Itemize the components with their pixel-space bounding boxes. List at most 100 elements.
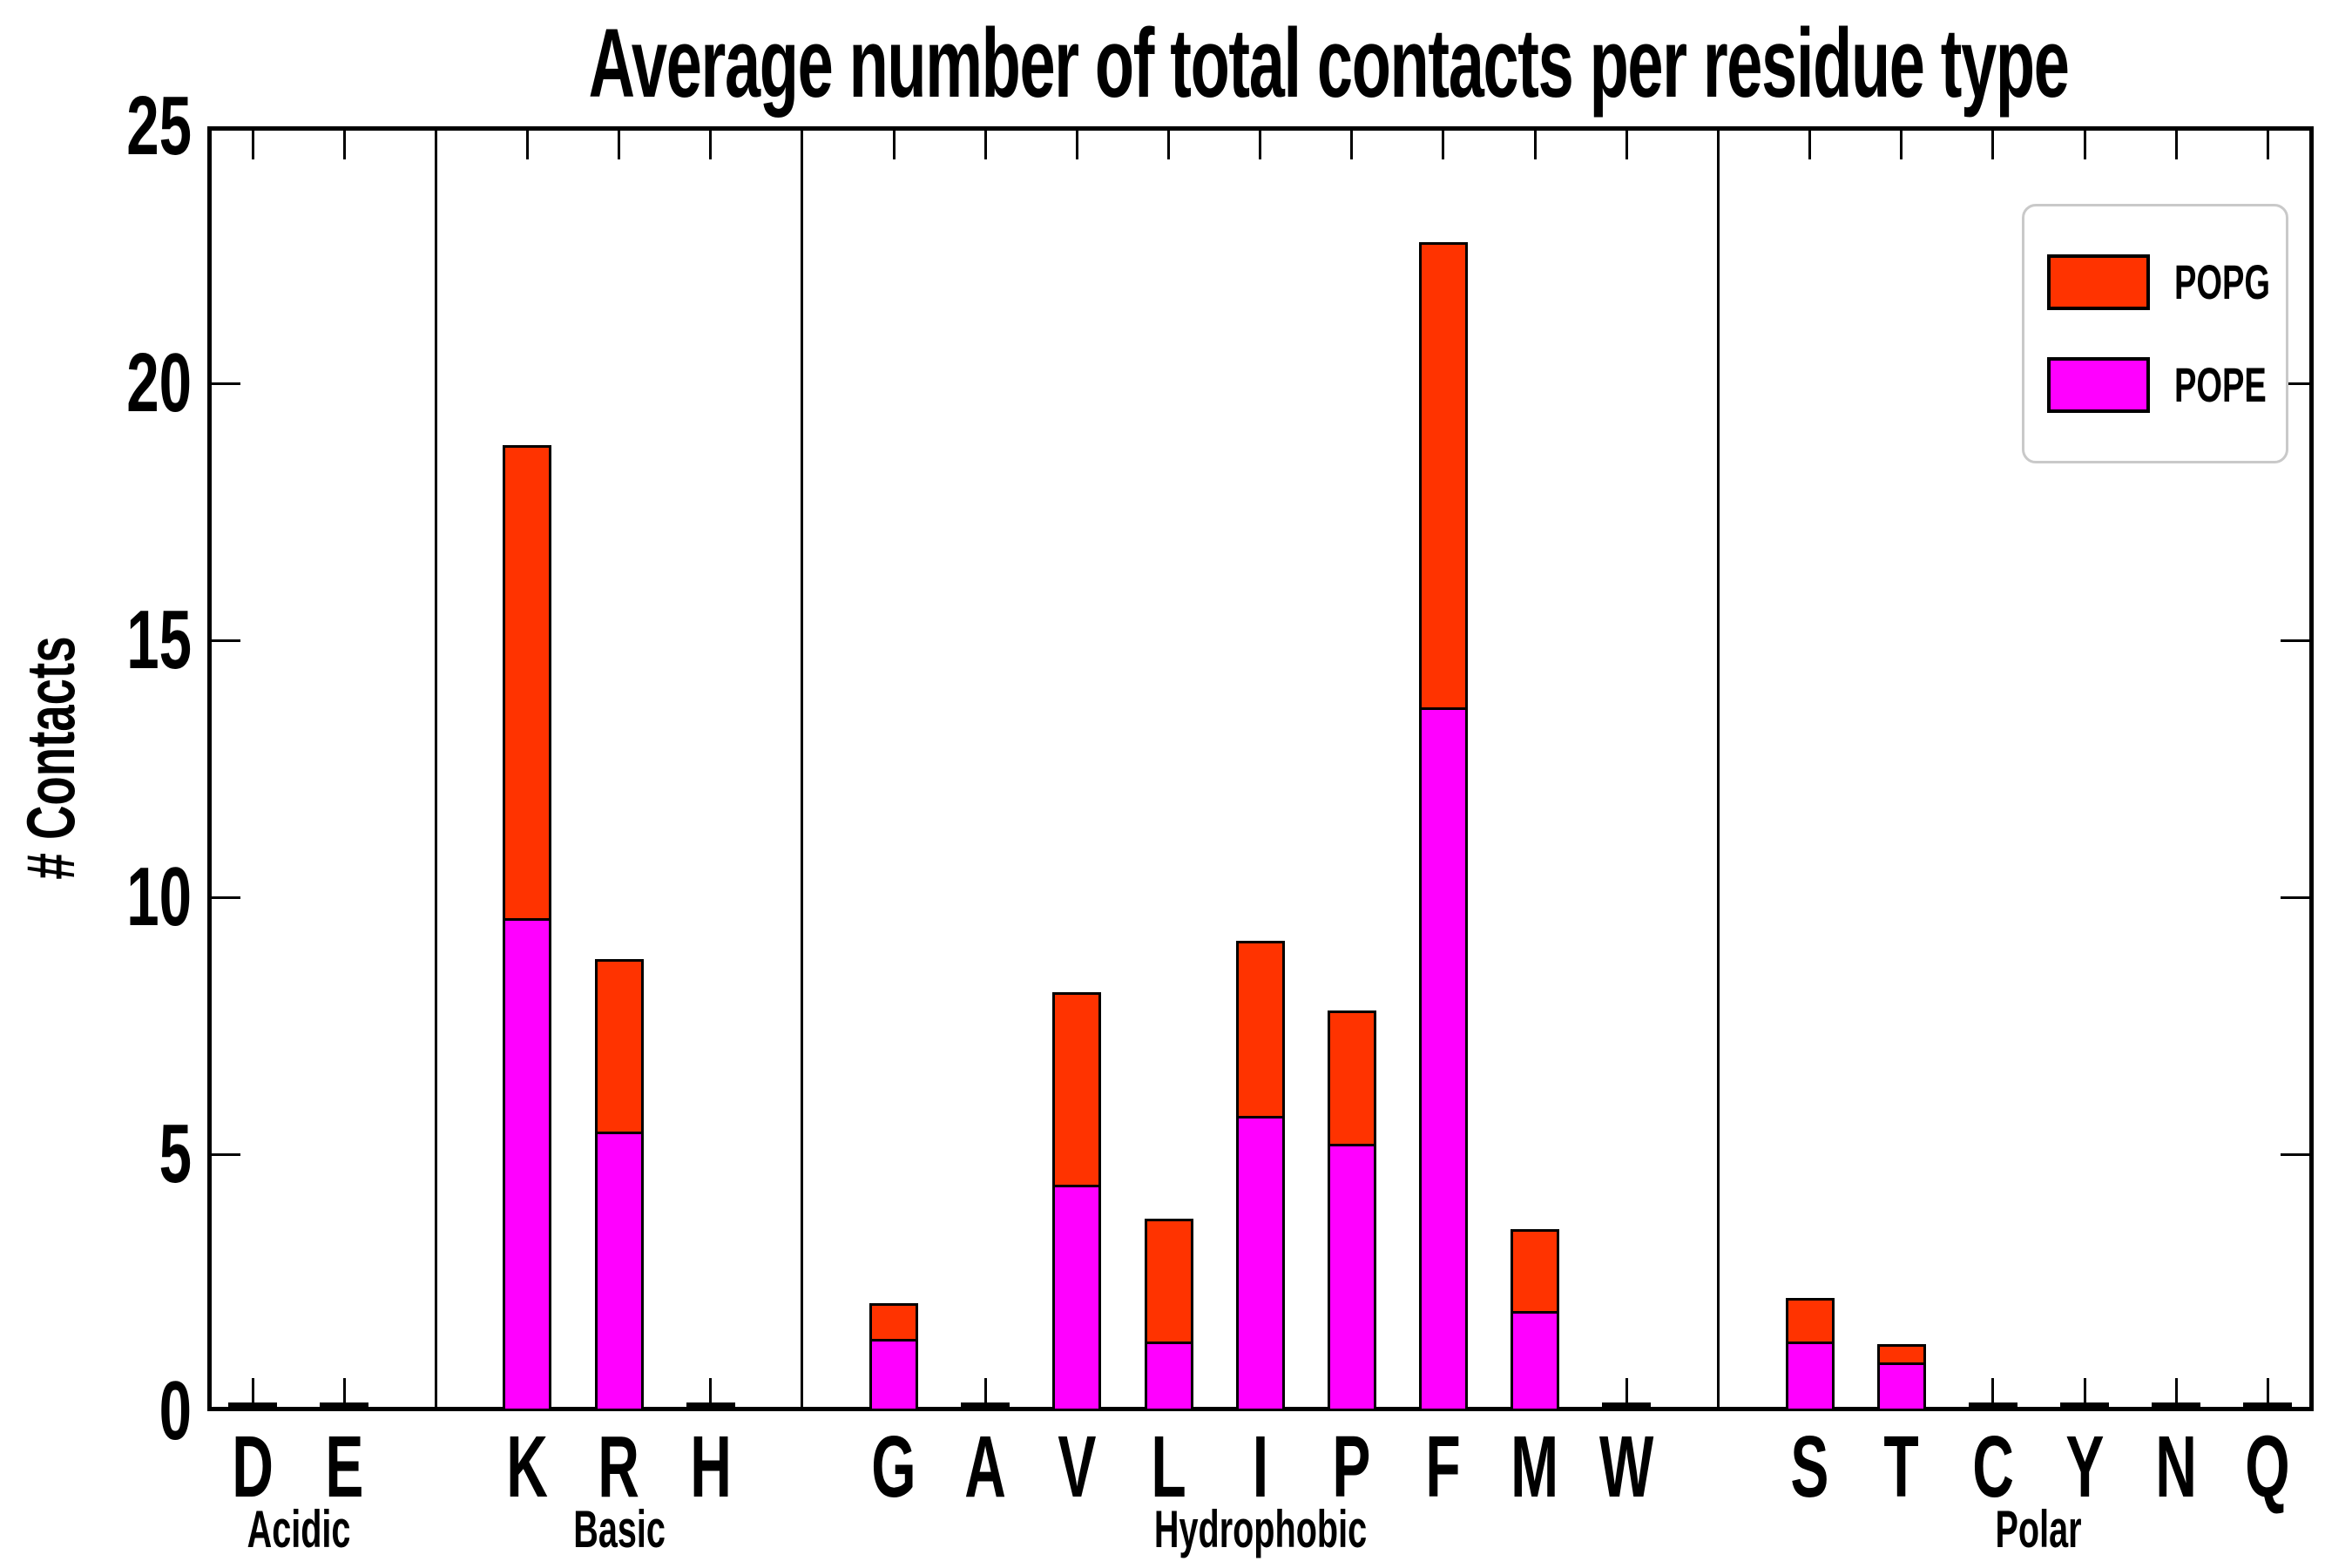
bar-E-zero <box>320 1402 369 1407</box>
y-tick-label-10: 10 <box>126 850 192 943</box>
y-tick-label-20: 20 <box>126 336 192 429</box>
y-tick-left-10 <box>212 896 240 899</box>
x-tick-top-M <box>1533 131 1537 159</box>
x-tick-label-M: M <box>1474 1423 1596 1511</box>
x-tick-label-F: F <box>1382 1423 1504 1511</box>
residue-letter-G: G <box>871 1418 916 1516</box>
x-tick-top-T <box>1900 131 1903 159</box>
bar-R-pope <box>594 958 644 1411</box>
x-tick-top-E <box>342 131 346 159</box>
bar-I-popg <box>1235 941 1285 1119</box>
x-tick-top-R <box>618 131 621 159</box>
x-tick-top-F <box>1442 131 1445 159</box>
x-tick-label-H: H <box>650 1423 772 1511</box>
residue-letter-E: E <box>325 1418 364 1516</box>
group-label-basic: Basic <box>358 1504 881 1556</box>
y-tick-right-5 <box>2281 1152 2309 1156</box>
y-tick-label-25: 25 <box>126 79 192 172</box>
group-label-hydrophobic: Hydrophobic <box>999 1504 1522 1556</box>
bar-M-popg <box>1511 1228 1560 1314</box>
x-tick-top-S <box>1808 131 1812 159</box>
legend-label-popg: POPG <box>2174 254 2271 309</box>
bar-I-pope <box>1235 941 1285 1411</box>
residue-letter-P: P <box>1332 1418 1371 1516</box>
bar-V-pope <box>1052 992 1102 1411</box>
residue-letter-Y: Y <box>2065 1418 2105 1516</box>
x-tick-top-L <box>1167 131 1170 159</box>
group-label-acidic: Acidic <box>37 1504 560 1556</box>
y-tick-label-15: 15 <box>126 593 192 686</box>
bar-D-zero <box>228 1402 277 1407</box>
residue-letter-F: F <box>1425 1418 1462 1516</box>
bar-G-pope <box>869 1303 919 1411</box>
group-divider-2 <box>1716 126 1720 1411</box>
residue-letter-R: R <box>598 1418 640 1516</box>
x-tick-bottom-W <box>1625 1378 1628 1407</box>
chart-title-text: Average number of total contacts per res… <box>588 9 2070 118</box>
residue-letter-H: H <box>689 1418 732 1516</box>
x-tick-bottom-N <box>2174 1378 2178 1407</box>
x-tick-top-H <box>709 131 713 159</box>
y-tick-left-20 <box>212 382 240 385</box>
residue-letter-Q: Q <box>2245 1418 2290 1516</box>
x-tick-label-K: K <box>466 1423 588 1511</box>
x-tick-top-G <box>892 131 896 159</box>
bar-H-zero <box>686 1402 735 1407</box>
x-tick-label-I: I <box>1200 1423 1321 1511</box>
x-tick-top-W <box>1625 131 1628 159</box>
bar-P-pope <box>1327 1010 1376 1411</box>
x-tick-label-P: P <box>1291 1423 1413 1511</box>
x-tick-label-Y: Y <box>2024 1423 2146 1511</box>
bar-W-zero <box>1602 1402 1652 1407</box>
bar-N-zero <box>2152 1402 2201 1407</box>
y-tick-left-15 <box>212 639 240 642</box>
residue-letter-K: K <box>506 1418 549 1516</box>
x-tick-label-Q: Q <box>2207 1423 2328 1511</box>
residue-letter-L: L <box>1151 1418 1186 1516</box>
bar-T-pope <box>1876 1344 1926 1411</box>
residue-letter-D: D <box>232 1418 274 1516</box>
bar-G-popg <box>869 1303 919 1342</box>
residue-letter-N: N <box>2155 1418 2197 1516</box>
x-tick-top-Q <box>2266 131 2269 159</box>
residue-letter-I: I <box>1252 1418 1268 1516</box>
y-tick-right-15 <box>2281 639 2309 642</box>
bar-L-pope <box>1144 1218 1193 1411</box>
group-label-text-hydrophobic: Hydrophobic <box>1153 1500 1367 1558</box>
popg-swatch-icon <box>2047 254 2150 310</box>
residue-letter-V: V <box>1058 1418 1097 1516</box>
residue-letter-M: M <box>1511 1418 1559 1516</box>
legend-item-popg: POPG <box>2047 254 2270 310</box>
bar-S-pope <box>1785 1298 1835 1411</box>
bar-L-popg <box>1144 1218 1193 1345</box>
x-tick-bottom-H <box>709 1378 713 1407</box>
x-tick-top-V <box>1075 131 1078 159</box>
x-tick-label-R: R <box>558 1423 680 1511</box>
y-tick-right-10 <box>2281 896 2309 899</box>
x-tick-label-T: T <box>1841 1423 1963 1511</box>
bar-Q-zero <box>2243 1402 2293 1407</box>
chart-title: Average number of total contacts per res… <box>207 7 2314 119</box>
group-divider-1 <box>801 126 804 1411</box>
bar-F-pope <box>1418 241 1468 1411</box>
x-tick-bottom-C <box>1991 1378 1995 1407</box>
bar-K-popg <box>503 444 552 921</box>
bar-V-popg <box>1052 992 1102 1188</box>
residue-letter-T: T <box>1883 1418 1919 1516</box>
residue-letter-C: C <box>1972 1418 2014 1516</box>
bar-F-popg <box>1418 241 1468 710</box>
y-tick-label-5: 5 <box>159 1107 192 1200</box>
bar-R-popg <box>594 958 644 1134</box>
x-tick-label-E: E <box>283 1423 405 1511</box>
x-tick-top-N <box>2174 131 2178 159</box>
x-tick-bottom-A <box>983 1378 987 1407</box>
x-tick-label-V: V <box>1016 1423 1138 1511</box>
x-tick-label-W: W <box>1565 1423 1687 1511</box>
residue-letter-A: A <box>964 1418 1007 1516</box>
x-tick-top-K <box>525 131 529 159</box>
x-tick-bottom-E <box>342 1378 346 1407</box>
x-tick-label-L: L <box>1108 1423 1230 1511</box>
residue-letter-W: W <box>1599 1418 1654 1516</box>
x-tick-label-A: A <box>924 1423 1046 1511</box>
